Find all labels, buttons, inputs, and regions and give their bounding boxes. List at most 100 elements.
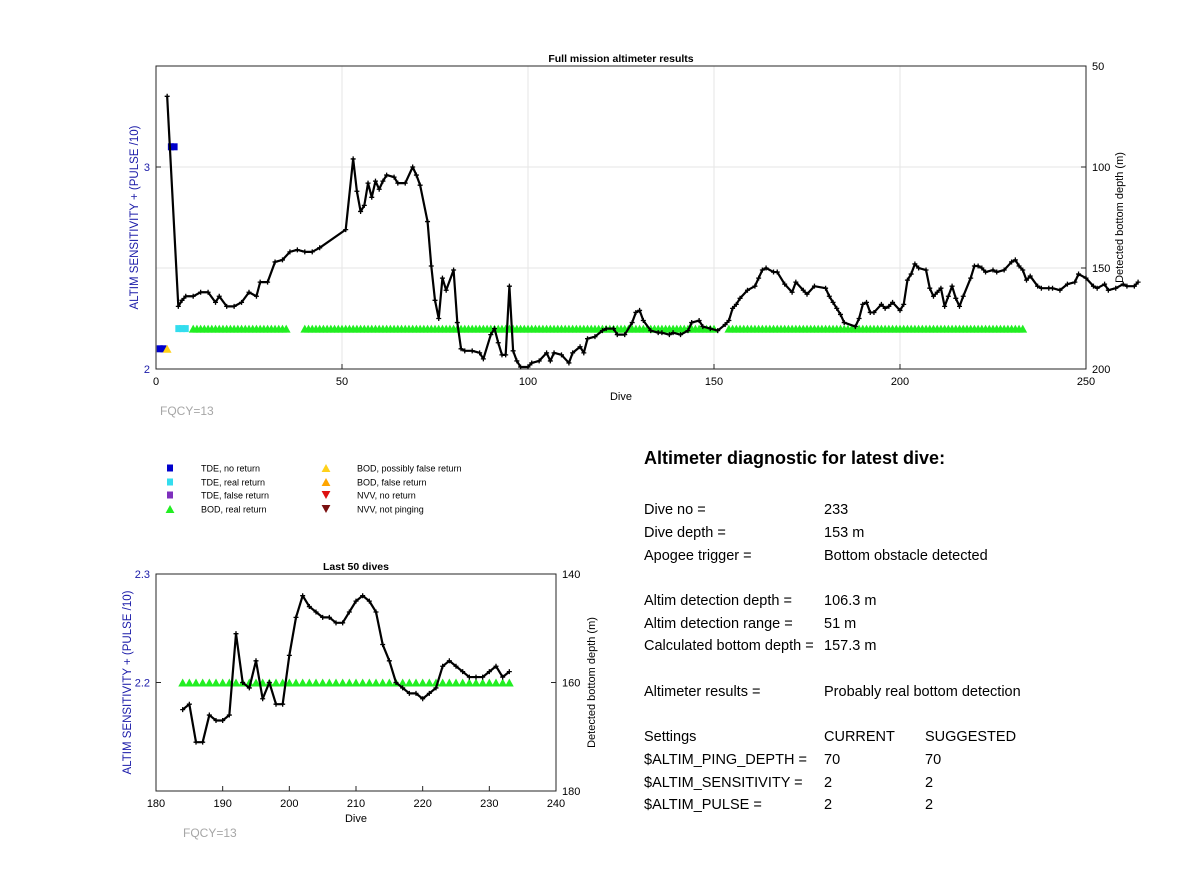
full-mission-depth-point (581, 350, 587, 356)
last-50-y2tick-label: 140 (562, 569, 580, 581)
full-mission-depth-point (577, 344, 583, 350)
sensitivity-suggested: 2 (925, 774, 934, 791)
full-mission-depth-point (428, 263, 434, 269)
bod-real-return-marker (291, 678, 301, 687)
full-mission-depth-point (599, 328, 605, 334)
bod-real-return-marker (184, 678, 194, 687)
last-50-depth-point (433, 685, 439, 691)
full-mission-depth-point (436, 316, 442, 321)
last-50-depth-point (213, 717, 219, 723)
bod-real-return-marker (424, 678, 434, 687)
legend-label: BOD, possibly false return (357, 464, 462, 474)
full-mission-depth-point (492, 326, 498, 332)
last-50-xtick-label: 240 (547, 798, 565, 810)
bod-real-return-marker (464, 678, 474, 687)
last-50-depth-point (240, 680, 246, 685)
last-50-xtick-label: 210 (347, 798, 365, 810)
full-mission-depth-point (927, 285, 933, 291)
full-mission-depth-point (454, 320, 460, 326)
last-50-depth-point (473, 674, 479, 680)
full-mission-depth-point (871, 309, 877, 315)
full-mission-depth-point (886, 303, 892, 309)
bod-real-return-marker (364, 678, 374, 687)
last-50-depth-point (340, 620, 346, 626)
full-mission-depth-point (451, 267, 457, 273)
calc-depth-value: 157.3 m (824, 638, 877, 655)
full-mission-depth-point (726, 318, 732, 324)
full-mission-depth-point (1135, 279, 1141, 285)
legend-label: TDE, no return (201, 464, 260, 474)
full-mission-depth-point (659, 330, 665, 336)
full-mission-ytick-label: 2 (144, 364, 150, 376)
last-50-depth-point (306, 604, 312, 610)
dive-depth-value: 153 m (824, 525, 865, 542)
last-50-y2label: Detected bottom depth (m) (586, 617, 598, 748)
full-mission-depth-point (350, 156, 356, 162)
full-mission-depth-point (789, 289, 795, 295)
last-50-depth-point (426, 690, 432, 696)
full-mission-depth-point (592, 334, 598, 340)
legend-label: NVV, not pinging (357, 505, 424, 515)
full-mission-depth-point (1023, 277, 1029, 283)
full-mission-xtick-label: 0 (153, 376, 159, 388)
last-50-depth-point (280, 701, 286, 707)
last-50-depth-point (493, 663, 499, 669)
full-mission-depth-point (175, 303, 181, 309)
bod-real-return-marker (198, 678, 208, 687)
full-mission-depth-point (1124, 283, 1130, 289)
pulse-suggested: 2 (925, 797, 934, 814)
diagnostic-title: Altimeter diagnostic for latest dive: (644, 448, 946, 468)
full-mission-depth-point (614, 332, 620, 338)
full-mission-depth-point (953, 295, 959, 301)
results-label: Altimeter results = (644, 683, 761, 700)
full-mission-depth-point (864, 299, 870, 305)
full-mission-depth-point (518, 364, 524, 370)
full-mission-depth-point (733, 301, 739, 307)
last-50-depth-point (440, 663, 446, 669)
full-mission-depth-point (782, 281, 788, 287)
full-mission-depth-point (823, 285, 829, 291)
full-mission-depth-point (164, 93, 170, 99)
dive-depth-row: Dive depth = 153 m (644, 522, 1184, 545)
last-50-depth-point (233, 631, 239, 637)
full-mission-depth-point (852, 324, 858, 330)
full-mission-depth-point (413, 172, 419, 178)
full-mission-y2tick-label: 150 (1092, 263, 1110, 275)
tde-marker (160, 345, 167, 353)
last-50-ytick-label: 2.3 (135, 569, 150, 581)
full-mission-depth-point (354, 188, 360, 194)
full-mission-depth-point (800, 287, 806, 293)
bod-real-return-marker (191, 678, 201, 687)
full-mission-depth-point (774, 269, 780, 275)
full-mission-depth-point (239, 299, 245, 305)
full-mission-depth-point (700, 324, 706, 330)
full-mission-depth-point (637, 307, 643, 313)
tde-marker (171, 143, 178, 151)
full-mission-depth-point (793, 279, 799, 285)
results-row: Altimeter results = Probably real bottom … (644, 681, 1184, 704)
full-mission-depth-point (317, 245, 323, 251)
full-mission-depth-point (1057, 287, 1063, 293)
bod-real-return-marker (284, 678, 294, 687)
ping-depth-row: $ALTIM_PING_DEPTH = 70 70 (644, 749, 1184, 772)
legend-label: BOD, real return (201, 505, 267, 515)
full-mission-depth-point (536, 358, 542, 364)
bod-possibly-false-marker (162, 344, 172, 353)
bod-real-return-marker (211, 678, 221, 687)
last-50-depth-point (373, 609, 379, 615)
bod-real-return-marker (331, 678, 341, 687)
full-mission-depth-point (890, 299, 896, 305)
last-50-ytick-label: 2.2 (135, 678, 150, 690)
full-mission-depth-point (369, 194, 375, 200)
full-mission-y2tick-label: 200 (1092, 364, 1110, 376)
full-mission-depth-point (183, 293, 189, 299)
full-mission-depth-point (685, 328, 691, 334)
ping-depth-label: $ALTIM_PING_DEPTH = (644, 751, 807, 768)
last-50-xtick-label: 190 (213, 798, 231, 810)
bod-real-return-marker (358, 678, 368, 687)
last-50-depth-point (286, 652, 292, 658)
last-50-xtick-label: 220 (413, 798, 431, 810)
full-mission-depth-point (547, 358, 553, 364)
last-50-depth-point (260, 696, 266, 702)
